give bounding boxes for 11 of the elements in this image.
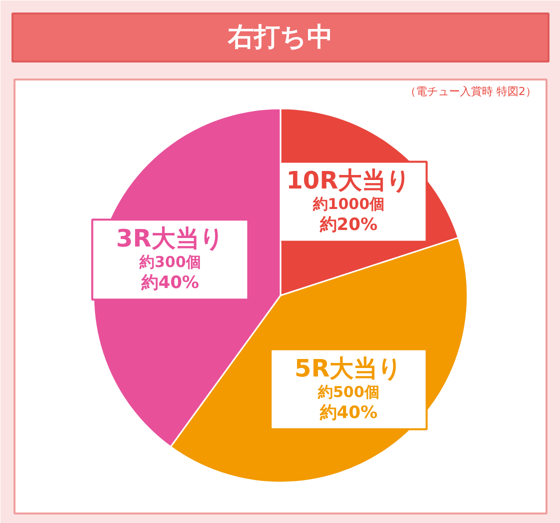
data-label: 約20% <box>318 215 378 236</box>
slice-label: 5R大当り <box>294 354 403 382</box>
text: 約300個 <box>140 253 201 272</box>
slice-label: 3R大当り <box>116 224 224 253</box>
data-label: 約40% <box>140 273 200 294</box>
text: 約500個 <box>318 382 380 401</box>
chart-title: 右打ち中 <box>227 22 333 52</box>
text: 約1000個 <box>312 195 385 214</box>
chart-subtitle: （電チュー入賞時 特図2） <box>405 85 537 98</box>
slice-label: 10R大当り <box>286 166 412 195</box>
data-label: 約40% <box>318 402 378 423</box>
